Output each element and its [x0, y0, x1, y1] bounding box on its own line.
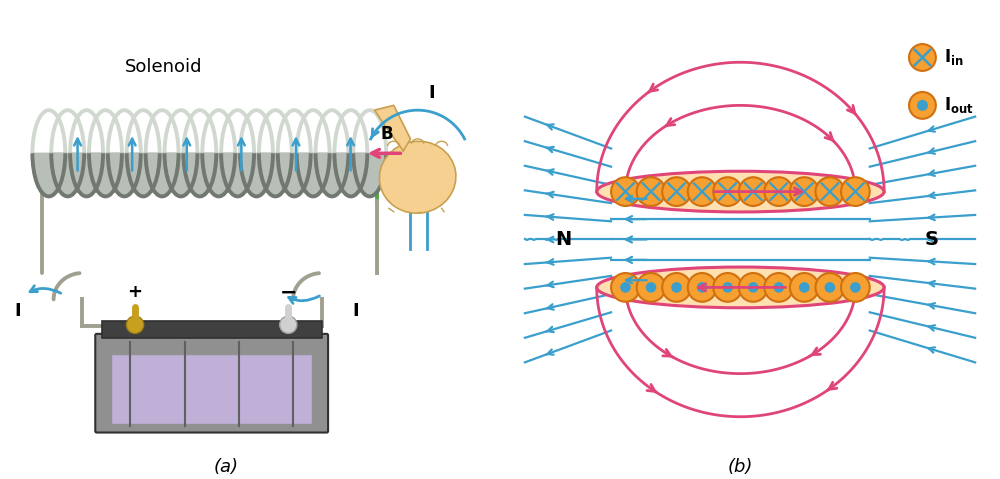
Circle shape	[764, 177, 793, 206]
Polygon shape	[316, 153, 348, 196]
Circle shape	[790, 273, 819, 302]
Polygon shape	[89, 153, 122, 196]
Circle shape	[672, 283, 681, 292]
Circle shape	[688, 273, 716, 302]
Circle shape	[841, 273, 870, 302]
Polygon shape	[334, 153, 367, 196]
Circle shape	[126, 316, 144, 333]
Text: (a): (a)	[214, 458, 239, 476]
Circle shape	[713, 177, 742, 206]
Circle shape	[621, 283, 630, 292]
Circle shape	[688, 177, 716, 206]
Circle shape	[825, 283, 834, 292]
Polygon shape	[297, 153, 330, 196]
Ellipse shape	[597, 267, 884, 308]
FancyBboxPatch shape	[95, 334, 328, 433]
Text: (b): (b)	[728, 458, 753, 476]
Text: N: N	[555, 230, 571, 249]
Circle shape	[841, 177, 870, 206]
Text: I: I	[14, 302, 21, 320]
Circle shape	[713, 273, 742, 302]
Circle shape	[637, 273, 665, 302]
Text: $\mathbf{I}_\mathbf{in}$: $\mathbf{I}_\mathbf{in}$	[944, 47, 964, 68]
Polygon shape	[165, 153, 197, 196]
Circle shape	[739, 273, 768, 302]
Bar	[102, 321, 322, 338]
Polygon shape	[70, 153, 103, 196]
Text: I: I	[429, 84, 435, 103]
Ellipse shape	[597, 171, 884, 212]
Ellipse shape	[379, 141, 456, 213]
Polygon shape	[240, 153, 273, 196]
Text: Solenoid: Solenoid	[125, 58, 203, 76]
Circle shape	[739, 177, 768, 206]
Circle shape	[637, 177, 665, 206]
Text: I: I	[352, 302, 359, 320]
Polygon shape	[108, 153, 141, 196]
Polygon shape	[51, 153, 84, 196]
Polygon shape	[375, 105, 410, 151]
Circle shape	[774, 283, 783, 292]
Polygon shape	[353, 153, 386, 196]
Text: −: −	[280, 282, 297, 302]
Circle shape	[800, 283, 809, 292]
Circle shape	[764, 273, 793, 302]
Circle shape	[698, 283, 707, 292]
Circle shape	[723, 283, 732, 292]
Circle shape	[611, 273, 640, 302]
Circle shape	[815, 273, 844, 302]
Polygon shape	[221, 153, 254, 196]
Circle shape	[790, 177, 819, 206]
Bar	[111, 354, 312, 424]
Polygon shape	[259, 153, 292, 196]
Polygon shape	[183, 153, 216, 196]
Circle shape	[749, 283, 758, 292]
Circle shape	[909, 92, 936, 119]
Polygon shape	[146, 153, 179, 196]
Polygon shape	[32, 153, 65, 196]
Text: +: +	[128, 283, 143, 301]
Circle shape	[918, 101, 927, 110]
Circle shape	[851, 283, 860, 292]
Circle shape	[611, 177, 640, 206]
Circle shape	[909, 44, 936, 71]
Polygon shape	[278, 153, 311, 196]
Circle shape	[280, 316, 297, 333]
Circle shape	[662, 273, 691, 302]
Circle shape	[815, 177, 844, 206]
Text: B: B	[380, 125, 393, 143]
Circle shape	[646, 283, 656, 292]
Text: S: S	[925, 230, 939, 249]
Circle shape	[662, 177, 691, 206]
Text: $\mathbf{I}_\mathbf{out}$: $\mathbf{I}_\mathbf{out}$	[944, 95, 974, 115]
Polygon shape	[127, 153, 160, 196]
Polygon shape	[202, 153, 235, 196]
